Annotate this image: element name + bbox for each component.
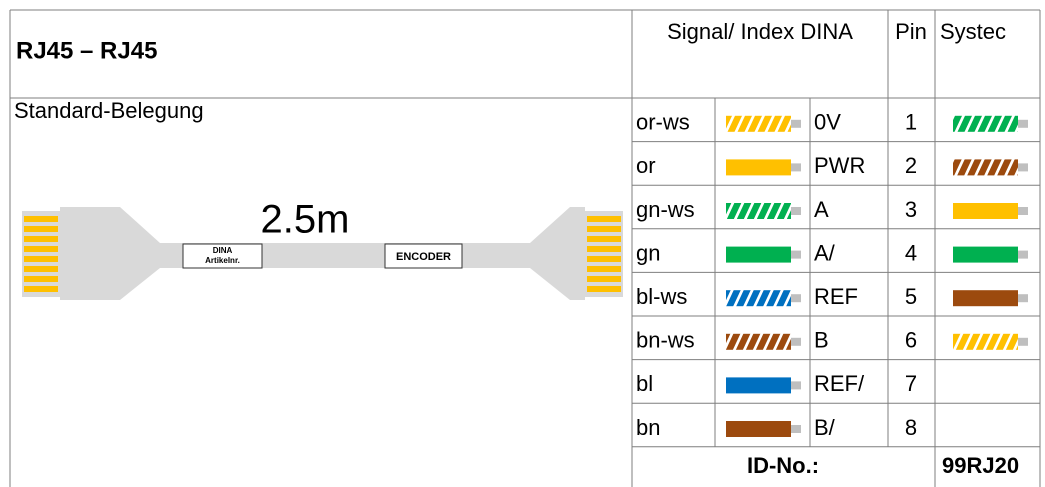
plug	[22, 211, 60, 297]
cable	[60, 207, 585, 300]
wire-end	[791, 163, 801, 172]
wire-end	[1018, 294, 1028, 303]
pin	[24, 246, 58, 252]
pin	[24, 276, 58, 282]
pin	[587, 286, 621, 292]
pin	[24, 216, 58, 222]
pin: 6	[905, 328, 917, 353]
pin: 2	[905, 153, 917, 178]
wire-end	[791, 425, 801, 433]
label-text: DINA	[213, 246, 233, 255]
plug	[585, 211, 623, 297]
label-text: Artikelnr.	[205, 256, 240, 265]
cable-length: 2.5m	[261, 198, 350, 242]
column-header: Systec	[940, 19, 1006, 44]
label-text: ENCODER	[396, 251, 451, 263]
dina-signal: A/	[814, 240, 836, 265]
dina-signal: 0V	[814, 110, 841, 135]
pin	[587, 246, 621, 252]
pin: 1	[905, 110, 917, 135]
wire-swatch	[726, 159, 791, 176]
pin	[587, 236, 621, 242]
signal: or-ws	[636, 110, 690, 135]
label-box	[384, 243, 463, 269]
wire-end	[791, 294, 801, 303]
title: RJ45 – RJ45	[16, 37, 157, 64]
pin: 8	[905, 415, 917, 440]
dina-signal: B	[814, 328, 829, 353]
pin	[587, 256, 621, 262]
wire-end	[791, 207, 801, 215]
pin	[587, 216, 621, 222]
label-box	[182, 243, 263, 269]
subtitle: Standard-Belegung	[14, 98, 204, 123]
pin	[587, 276, 621, 282]
wire-end	[1018, 163, 1028, 172]
pin: 7	[905, 371, 917, 396]
wire-end	[1018, 250, 1028, 259]
signal: bl-ws	[636, 284, 687, 309]
dina-signal: REF	[814, 284, 858, 309]
dina-signal: REF/	[814, 371, 865, 396]
id-value: 99RJ20	[942, 453, 1019, 478]
pin	[587, 226, 621, 232]
column-header: Pin	[895, 19, 927, 44]
plug-pins	[24, 216, 621, 292]
dina-signal: A	[814, 197, 829, 222]
wire-end	[791, 337, 801, 346]
cable-drawing: DINA Artikelnr. ENCODER 2.5m	[22, 198, 623, 300]
signal: bn	[636, 415, 660, 440]
wire-swatch	[726, 115, 791, 132]
pin	[24, 286, 58, 292]
wire-end	[791, 119, 801, 128]
wire-end	[1018, 207, 1028, 215]
pin	[24, 266, 58, 272]
wire-swatch	[726, 333, 791, 350]
wire-swatch	[726, 421, 791, 437]
pin: 3	[905, 197, 917, 222]
dina-signal: B/	[814, 415, 836, 440]
wire-swatch	[953, 115, 1018, 132]
pin: 5	[905, 284, 917, 309]
pin	[24, 236, 58, 242]
signal: gn-ws	[636, 197, 695, 222]
wire-swatch	[726, 246, 791, 263]
wire-end	[1018, 119, 1028, 128]
wire-end	[1018, 337, 1028, 346]
wire-swatch	[953, 333, 1018, 350]
column-header: Signal/ Index DINA	[667, 19, 853, 44]
pin	[24, 226, 58, 232]
signal: bl	[636, 371, 653, 396]
pin	[24, 256, 58, 262]
id-label: ID-No.:	[747, 453, 819, 478]
signal: or	[636, 153, 656, 178]
wire-swatch	[726, 290, 791, 307]
wire-swatch	[726, 203, 791, 219]
pin: 4	[905, 240, 917, 265]
wire-swatch	[953, 290, 1018, 307]
dina-signal: PWR	[814, 153, 865, 178]
wire-swatch	[726, 377, 791, 394]
wire-swatch	[953, 159, 1018, 176]
wire-swatch	[953, 203, 1018, 219]
wire-end	[791, 381, 801, 390]
wire-end	[791, 250, 801, 259]
wire-swatch	[953, 246, 1018, 263]
signal: bn-ws	[636, 328, 695, 353]
pin	[587, 266, 621, 272]
signal: gn	[636, 240, 660, 265]
